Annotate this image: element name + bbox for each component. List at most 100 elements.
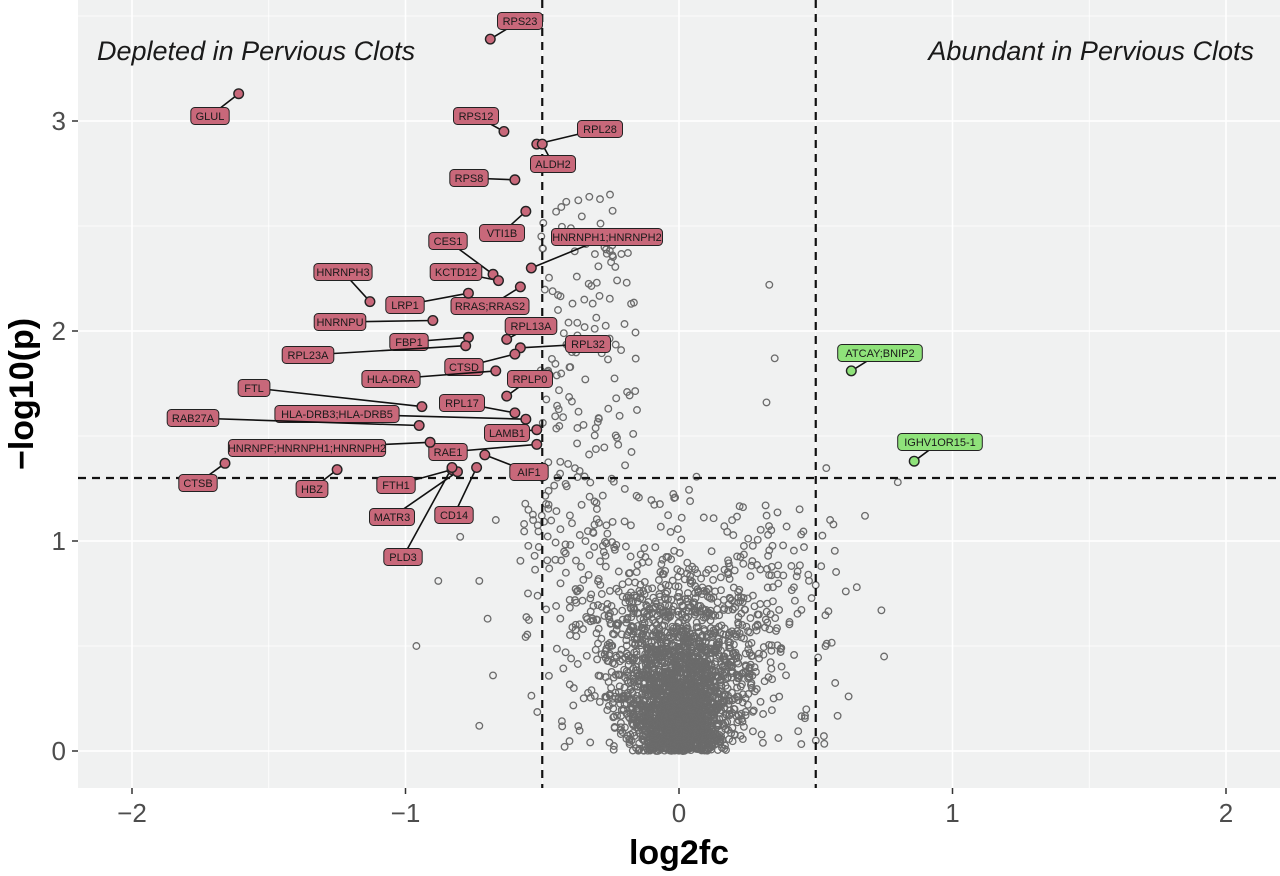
background-point bbox=[592, 278, 601, 287]
background-point bbox=[779, 541, 788, 550]
background-point bbox=[674, 572, 683, 581]
background-point bbox=[748, 541, 757, 550]
background-point bbox=[556, 525, 565, 534]
background-point bbox=[590, 691, 599, 700]
background-point bbox=[643, 737, 652, 746]
background-point bbox=[707, 547, 716, 556]
background-point bbox=[671, 713, 679, 722]
background-point bbox=[711, 729, 720, 738]
background-point bbox=[584, 279, 593, 288]
background-point bbox=[559, 413, 568, 422]
background-point bbox=[592, 505, 601, 513]
background-point bbox=[609, 742, 618, 750]
background-point bbox=[659, 738, 668, 747]
background-point bbox=[608, 694, 617, 703]
background-point bbox=[826, 516, 835, 524]
gene-label-text: HNRNPH3 bbox=[316, 267, 369, 279]
background-point bbox=[557, 369, 566, 378]
background-point bbox=[616, 699, 625, 708]
background-point bbox=[802, 705, 811, 714]
gene-label-box bbox=[383, 548, 423, 566]
background-point bbox=[687, 654, 696, 662]
background-point bbox=[674, 722, 682, 731]
background-point bbox=[726, 644, 735, 652]
background-point bbox=[699, 653, 707, 661]
x-tick-label: 0 bbox=[672, 798, 686, 828]
background-point bbox=[491, 516, 500, 524]
background-point bbox=[805, 576, 813, 585]
background-point bbox=[628, 656, 637, 665]
background-point bbox=[716, 733, 724, 742]
background-point bbox=[684, 704, 693, 712]
background-point bbox=[613, 621, 622, 630]
background-point bbox=[739, 559, 748, 568]
background-point bbox=[668, 622, 677, 631]
significant-point bbox=[490, 365, 502, 377]
background-point bbox=[638, 684, 647, 693]
background-point bbox=[614, 687, 623, 696]
gene-label-box bbox=[509, 463, 549, 481]
background-point bbox=[756, 600, 765, 608]
gene-label-text: RPS12 bbox=[459, 111, 494, 123]
background-point bbox=[710, 699, 719, 708]
gene-label-text: RPL23A bbox=[288, 350, 330, 362]
background-point bbox=[759, 710, 768, 718]
background-point bbox=[762, 607, 771, 616]
background-point bbox=[572, 632, 581, 641]
gene-label-text: PLD3 bbox=[389, 552, 417, 564]
background-point bbox=[753, 535, 762, 544]
background-point bbox=[520, 527, 529, 536]
background-point bbox=[603, 706, 612, 715]
significant-point bbox=[331, 464, 343, 476]
gene-label-box bbox=[530, 155, 576, 173]
background-point bbox=[602, 521, 611, 530]
background-point bbox=[475, 576, 484, 585]
background-point bbox=[602, 245, 611, 254]
background-point bbox=[613, 433, 621, 442]
background-point bbox=[691, 610, 700, 619]
background-point bbox=[733, 683, 742, 692]
background-point bbox=[678, 628, 687, 637]
background-point bbox=[586, 594, 595, 603]
significant-point bbox=[509, 174, 521, 186]
gene-label-text: RPS23 bbox=[503, 16, 538, 28]
background-point bbox=[644, 618, 653, 627]
background-point bbox=[774, 561, 783, 570]
background-point bbox=[658, 657, 667, 666]
background-point bbox=[618, 655, 627, 664]
background-point bbox=[767, 706, 776, 715]
background-point bbox=[608, 517, 617, 526]
gene-label-box bbox=[565, 335, 611, 353]
background-point bbox=[545, 273, 553, 282]
background-point bbox=[621, 461, 630, 470]
background-point bbox=[522, 613, 531, 622]
background-point bbox=[581, 375, 590, 384]
background-point bbox=[604, 701, 613, 710]
background-point bbox=[744, 674, 753, 683]
gene-label-text: RPL17 bbox=[445, 398, 479, 410]
background-point bbox=[566, 540, 575, 549]
background-point bbox=[639, 630, 648, 638]
background-point bbox=[577, 562, 585, 571]
background-point bbox=[611, 262, 620, 271]
background-point bbox=[583, 615, 592, 623]
background-point bbox=[615, 411, 624, 420]
background-point bbox=[677, 513, 686, 522]
background-point bbox=[611, 692, 620, 701]
background-point bbox=[776, 648, 785, 656]
background-point bbox=[624, 628, 633, 636]
background-point bbox=[738, 669, 747, 678]
background-point bbox=[754, 610, 763, 619]
background-point bbox=[822, 464, 831, 473]
background-point bbox=[725, 706, 734, 715]
gene-label-text: RPL28 bbox=[583, 124, 617, 136]
gene-label-text: ALDH2 bbox=[535, 159, 570, 171]
gene-leader-line bbox=[253, 387, 422, 408]
background-point bbox=[559, 329, 568, 338]
gene-label-box bbox=[313, 313, 367, 331]
background-point bbox=[721, 741, 729, 750]
gene-label-text: FTH1 bbox=[382, 480, 410, 492]
background-point bbox=[620, 517, 629, 526]
background-point bbox=[625, 391, 634, 400]
background-point bbox=[640, 544, 649, 553]
